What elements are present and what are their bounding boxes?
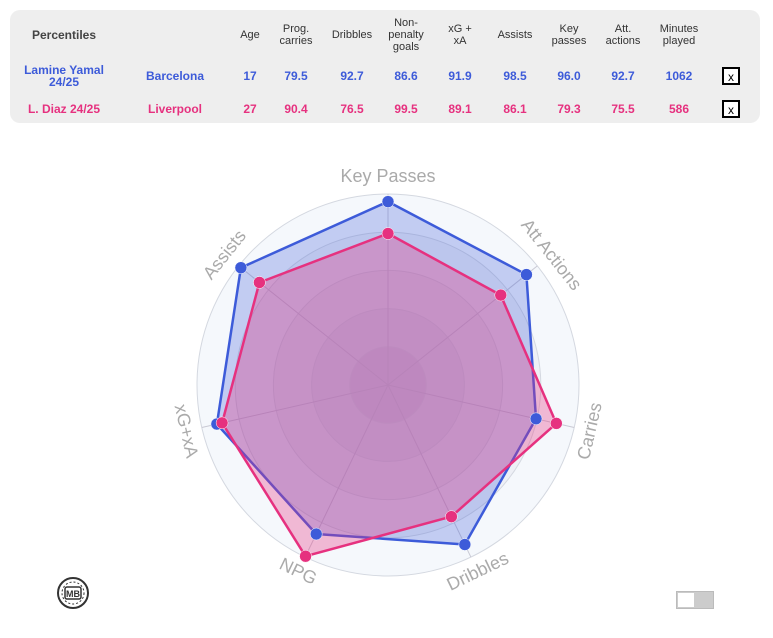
data-point xyxy=(458,538,472,551)
data-point xyxy=(299,549,312,563)
logo-text: MB xyxy=(66,589,80,599)
player-name: L. Diaz 24/25 xyxy=(27,102,101,116)
axis-spoke xyxy=(387,265,538,386)
stat-value: 586 xyxy=(668,102,690,116)
data-point xyxy=(234,261,248,274)
stat-value: 76.5 xyxy=(340,102,364,116)
stat-value: 89.1 xyxy=(448,102,472,116)
axis-label: xG+xA xyxy=(171,402,203,460)
stat-value: 96.0 xyxy=(557,69,581,83)
stat-value: 86.1 xyxy=(503,102,527,116)
stat-value: 90.4 xyxy=(284,102,308,116)
column-header: Dribbles xyxy=(331,29,373,41)
column-header: Att. actions xyxy=(605,23,641,47)
data-point xyxy=(445,510,458,523)
stat-value: 27 xyxy=(243,102,257,116)
data-point xyxy=(520,268,533,281)
column-header: Key passes xyxy=(551,23,587,47)
stat-value: 1062 xyxy=(665,69,693,83)
data-point xyxy=(253,276,266,289)
data-point xyxy=(215,416,229,430)
series-area xyxy=(220,232,558,558)
axis-spoke xyxy=(387,384,472,558)
column-header: Minutes played xyxy=(659,23,699,47)
player-name: Lamine Yamal 24/25 xyxy=(24,63,104,89)
team-name: Barcelona xyxy=(145,69,205,83)
stat-value: 91.9 xyxy=(448,69,472,83)
axis-spoke xyxy=(387,384,575,428)
remove-player-button[interactable]: x xyxy=(722,100,740,118)
column-header: Prog. carries xyxy=(279,23,313,47)
column-header: Percentiles xyxy=(31,28,97,42)
series-area xyxy=(215,200,538,546)
data-point xyxy=(309,527,323,541)
data-point xyxy=(381,227,395,240)
data-point xyxy=(381,195,395,208)
stat-value: 86.6 xyxy=(394,69,418,83)
column-header: Non-penalty goals xyxy=(388,17,424,53)
column-header: xG + xA xyxy=(448,23,472,47)
stat-value: 99.5 xyxy=(394,102,418,116)
team-name: Liverpool xyxy=(147,102,203,116)
axis-label: Key Passes xyxy=(340,166,435,186)
toggle-knob xyxy=(678,593,694,607)
view-toggle[interactable] xyxy=(676,591,714,609)
data-point xyxy=(494,288,507,302)
column-header: Age xyxy=(240,29,260,41)
stat-value: 92.7 xyxy=(340,69,364,83)
data-point xyxy=(550,417,563,430)
data-point xyxy=(529,412,543,426)
stat-value: 98.5 xyxy=(503,69,527,83)
axis-spoke xyxy=(201,384,389,428)
axis-label: Carries xyxy=(573,401,605,462)
percentiles-table xyxy=(10,10,760,123)
stat-value: 92.7 xyxy=(611,69,635,83)
mb-logo-icon: MB xyxy=(57,577,89,609)
stat-value: 79.3 xyxy=(557,102,581,116)
stat-value: 79.5 xyxy=(284,69,308,83)
column-header: Assists xyxy=(497,29,533,41)
stat-value: 17 xyxy=(243,69,257,83)
stat-value: 75.5 xyxy=(611,102,635,116)
remove-player-button[interactable]: x xyxy=(722,67,740,85)
